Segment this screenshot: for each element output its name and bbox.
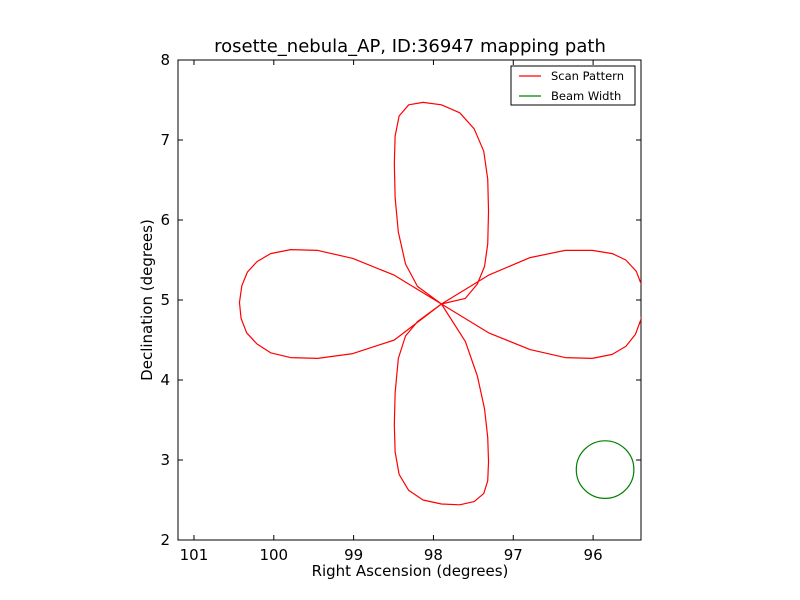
- y-tick-label: 6: [160, 211, 170, 229]
- x-tick-label: 98: [424, 546, 443, 564]
- data-series: [238, 101, 641, 506]
- y-tick-label: 7: [160, 131, 170, 149]
- x-tick-label: 101: [180, 546, 209, 564]
- x-tick-label: 100: [259, 546, 288, 564]
- x-axis-label: Right Ascension (degrees): [312, 562, 509, 580]
- chart-title: rosette_nebula_AP, ID:36947 mapping path: [214, 36, 606, 57]
- legend: Scan Pattern Beam Width: [510, 65, 636, 106]
- x-tick-label: 96: [584, 546, 603, 564]
- y-tick-label: 3: [160, 451, 170, 469]
- legend-label-beam-width: Beam Width: [551, 89, 621, 103]
- plot-area: [177, 59, 642, 541]
- axis-ticks: 101 100 99 98 97 96 2 3 4 5 6 7 8: [160, 51, 641, 564]
- scan-pattern-line: [238, 101, 641, 506]
- y-tick-label: 5: [160, 291, 170, 309]
- x-tick-label: 99: [344, 546, 363, 564]
- y-tick-label: 2: [160, 531, 170, 549]
- y-tick-label: 4: [160, 371, 170, 389]
- beam-width-circle: [575, 440, 635, 500]
- x-tick-label: 97: [504, 546, 523, 564]
- y-tick-label: 8: [160, 51, 170, 69]
- legend-box: [510, 65, 636, 106]
- legend-label-scan-pattern: Scan Pattern: [551, 69, 624, 83]
- y-axis-label: Declination (degrees): [138, 219, 156, 381]
